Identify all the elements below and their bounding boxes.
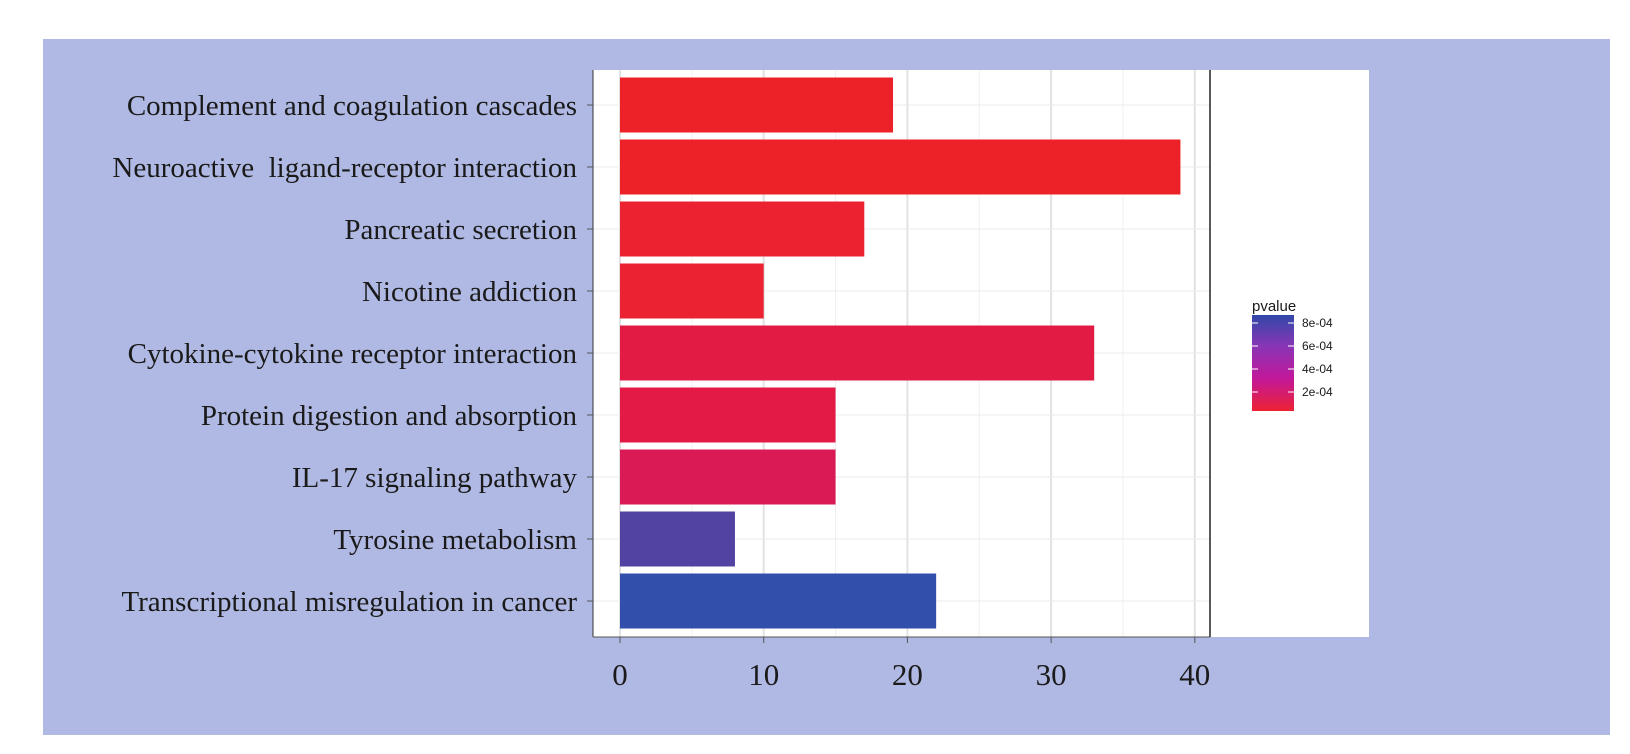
bar — [620, 264, 764, 319]
x-tick-label: 0 — [612, 657, 628, 692]
bar — [620, 140, 1180, 195]
x-tick-label: 40 — [1179, 657, 1210, 692]
legend-label: 2e-04 — [1302, 385, 1333, 399]
category-label: Complement and coagulation cascades — [127, 90, 577, 122]
legend-label: 4e-04 — [1302, 362, 1333, 376]
category-label: Transcriptional misregulation in cancer — [121, 586, 577, 618]
bar — [620, 574, 936, 629]
category-label: Pancreatic secretion — [344, 214, 577, 246]
category-label: Neuroactive ligand-receptor interaction — [112, 152, 577, 184]
category-label: Protein digestion and absorption — [201, 400, 578, 432]
legend-label: 8e-04 — [1302, 316, 1333, 330]
category-label: Cytokine-cytokine receptor interaction — [128, 338, 578, 370]
legend-title: pvalue — [1252, 298, 1296, 315]
x-tick-label: 30 — [1036, 657, 1067, 692]
bar — [620, 450, 836, 505]
bar — [620, 78, 893, 133]
bar — [620, 326, 1094, 381]
pathway-bar-chart: Complement and coagulation cascades Neuro… — [43, 39, 1610, 735]
figure-panel: Complement and coagulation cascades Neuro… — [43, 39, 1610, 735]
x-tick-label: 10 — [748, 657, 779, 692]
bar — [620, 512, 735, 567]
x-tick-label: 20 — [892, 657, 923, 692]
bar — [620, 202, 864, 257]
legend-colorbar — [1252, 315, 1294, 411]
legend-label: 6e-04 — [1302, 339, 1333, 353]
x-tick-labels: 0 10 20 30 40 — [612, 637, 1210, 692]
bar — [620, 388, 836, 443]
category-label: Tyrosine metabolism — [333, 524, 577, 556]
category-label: IL-17 signaling pathway — [292, 462, 578, 494]
category-label: Nicotine addiction — [362, 276, 578, 308]
category-labels: Complement and coagulation cascades Neuro… — [112, 90, 593, 618]
